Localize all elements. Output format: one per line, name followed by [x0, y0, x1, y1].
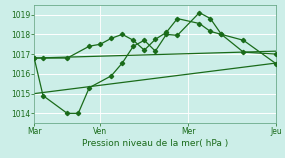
X-axis label: Pression niveau de la mer( hPa ): Pression niveau de la mer( hPa ) — [82, 139, 229, 148]
